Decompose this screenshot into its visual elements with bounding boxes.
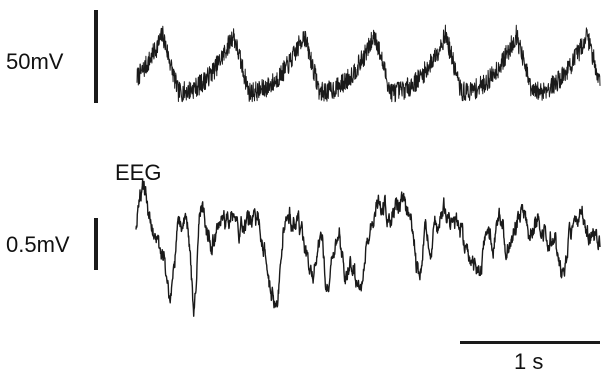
time-scale-bar xyxy=(460,341,600,344)
eeg-series-label: EEG xyxy=(115,160,161,185)
eeg-trace-line xyxy=(135,179,601,317)
top-trace-line xyxy=(136,24,601,103)
top-scale-bar-label: 50mV xyxy=(6,49,64,74)
top-amplitude-scale-bar xyxy=(94,10,98,103)
bottom-scale-bar-label: 0.5mV xyxy=(6,232,70,257)
bottom-amplitude-scale-bar xyxy=(94,218,98,270)
time-scale-bar-label: 1 s xyxy=(514,349,543,373)
